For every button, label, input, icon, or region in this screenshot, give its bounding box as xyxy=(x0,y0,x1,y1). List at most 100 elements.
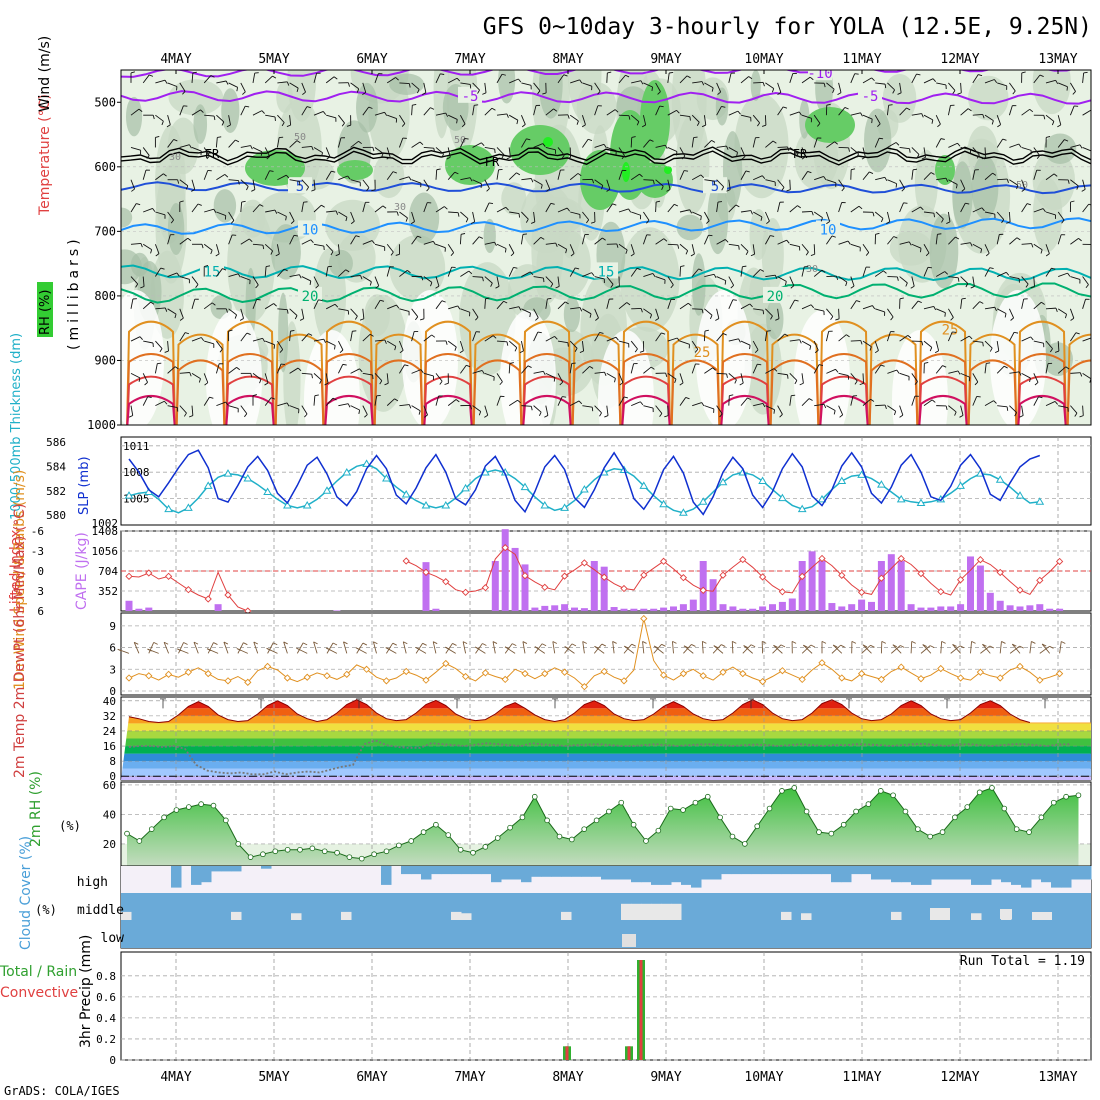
wind-barb-flag xyxy=(957,370,961,375)
wind-barb xyxy=(960,405,964,416)
rh-marker xyxy=(235,841,242,847)
wind-barb-flag xyxy=(221,121,225,126)
wind-barb xyxy=(923,305,934,310)
wind-barb-flag xyxy=(241,200,246,203)
surface-isotherm xyxy=(571,333,622,425)
wind-barb xyxy=(557,74,565,84)
wind-barb xyxy=(655,238,665,245)
wind-barb-flag xyxy=(530,178,534,183)
li-marker xyxy=(560,572,569,580)
wind-barb-flag xyxy=(424,414,428,418)
wind-barb xyxy=(1033,396,1039,406)
cape-bar xyxy=(739,608,747,611)
wind-barb-flag xyxy=(1057,124,1062,128)
wind10m-marker xyxy=(164,670,173,678)
surface-isotherm xyxy=(621,320,671,425)
temp-color-band xyxy=(121,768,1091,777)
wind-barb-flag xyxy=(179,317,184,321)
wind-barb-flag xyxy=(155,253,160,257)
cape-bar xyxy=(838,606,846,611)
li-marker xyxy=(640,571,648,579)
wind-barb-flag xyxy=(177,179,180,184)
wind10m-barb-flag xyxy=(492,641,498,644)
slp-tick-label: 1008 xyxy=(123,466,150,479)
surface-isotherm xyxy=(621,353,671,425)
wind-barb-flag xyxy=(506,156,511,160)
wind-barb xyxy=(191,372,201,380)
wind-barb-flag xyxy=(201,244,204,249)
wind-barb xyxy=(606,109,616,116)
rh-blob-dark xyxy=(676,214,704,241)
wind-barb-flag xyxy=(366,187,370,192)
wind-barb-flag xyxy=(865,252,870,256)
thickness-line-marker xyxy=(322,486,332,494)
wind-barb-flag xyxy=(379,380,383,385)
cloud-high-cell xyxy=(221,866,232,872)
wind10m-barb-flag xyxy=(117,648,122,652)
temp-tick-label: 24 xyxy=(103,725,117,738)
cloud-high-cell xyxy=(451,866,462,875)
wind-barb-flag xyxy=(1061,219,1065,224)
rh-marker xyxy=(927,833,933,840)
cape-bar xyxy=(422,562,430,611)
wind10m-marker xyxy=(422,676,430,684)
wind-barb xyxy=(582,308,592,315)
wind-barb-flag xyxy=(1006,406,1009,411)
wind-barb-flag xyxy=(937,233,942,235)
cape-bar xyxy=(580,608,588,611)
wind-barb xyxy=(179,179,189,187)
wind-barb-flag xyxy=(725,239,729,243)
wind-barb-flag xyxy=(136,203,141,206)
wind-barb xyxy=(338,114,345,124)
wind-barb xyxy=(435,395,440,406)
wind-barb-flag xyxy=(614,378,616,383)
wind-barb-flag xyxy=(766,220,770,225)
wind10m-axis-label: 10m Wind Speed & Barbs (m/s) xyxy=(12,470,28,690)
wind-barb-flag xyxy=(664,144,668,149)
wind10m-marker xyxy=(956,674,965,682)
wind-barb-flag xyxy=(269,170,274,172)
wind-barb xyxy=(655,332,662,342)
wind10m-barb-flag xyxy=(343,641,348,645)
wind-barb-flag xyxy=(651,86,653,91)
wind-barb xyxy=(838,107,846,116)
date-label-top: 5MAY xyxy=(258,52,289,67)
wind-barb xyxy=(313,373,322,381)
surface-isotherm xyxy=(225,320,275,425)
wind-barb-flag xyxy=(296,140,301,144)
wind10m-barb xyxy=(743,645,753,654)
wind-barb-flag xyxy=(944,271,949,275)
wind-barb xyxy=(875,82,886,85)
wind-barb-flag xyxy=(226,124,231,128)
temp-color-band xyxy=(121,753,1091,762)
wind-barb-flag xyxy=(306,186,310,191)
wind-barb-flag xyxy=(717,91,721,95)
wind-barb xyxy=(155,114,164,122)
wind-barb xyxy=(1057,308,1067,315)
wind-barb xyxy=(350,331,353,342)
wind-barb xyxy=(521,271,531,277)
wind-barb-flag xyxy=(204,265,209,267)
thickness-line-marker xyxy=(916,498,926,506)
wind-barb xyxy=(752,364,758,374)
wind-barb xyxy=(521,405,532,407)
wind10m-marker xyxy=(501,675,509,684)
wind-barb-flag xyxy=(503,300,508,304)
wind-barb xyxy=(167,211,174,221)
wind-barb xyxy=(362,240,373,245)
wind-barb-flag xyxy=(777,91,782,96)
wind-barb-flag xyxy=(735,204,740,208)
cloud-high-cell xyxy=(191,866,202,885)
wind-barb xyxy=(447,147,451,158)
surface-isotherm xyxy=(720,394,770,425)
wind-barb-flag xyxy=(275,253,280,257)
thickness-line-marker xyxy=(698,497,708,505)
wind-barb xyxy=(240,308,244,319)
wind-barb-flag xyxy=(997,124,1001,128)
cloud-high-cell xyxy=(1001,866,1012,883)
wind-barb-flag xyxy=(706,220,710,224)
wind-barb-flag xyxy=(880,364,885,367)
wind-barb-flag xyxy=(786,189,791,192)
wind-barb-flag xyxy=(333,76,338,80)
